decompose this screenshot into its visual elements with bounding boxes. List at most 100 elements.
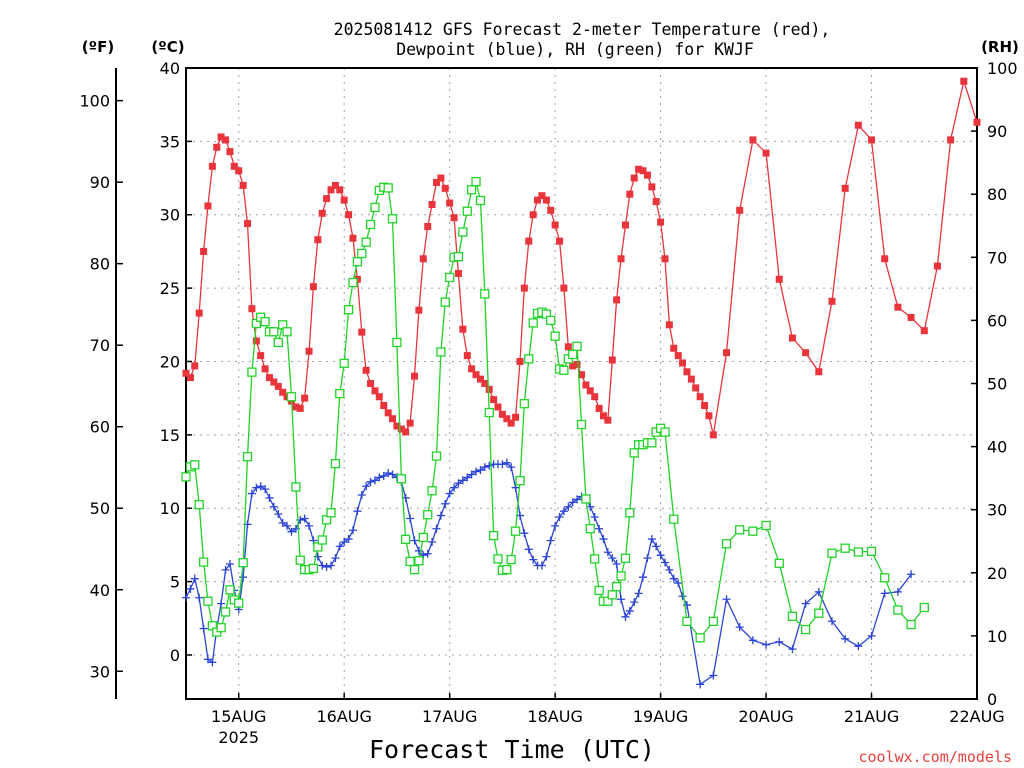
rh-tick-label: 30	[987, 501, 1007, 520]
temperature-point	[507, 419, 515, 427]
temperature-point	[191, 362, 199, 370]
dewpoint-point	[564, 502, 573, 511]
temperature-point	[573, 360, 581, 368]
dewpoint-point	[305, 521, 314, 530]
rh-point	[282, 327, 292, 337]
rh-point	[343, 305, 354, 315]
rh-point	[462, 206, 472, 216]
dewpoint-point	[300, 514, 309, 523]
celsius-tick-label: 35	[160, 132, 180, 151]
rh-point	[225, 585, 235, 595]
rh-point	[866, 546, 877, 556]
rh-point	[242, 452, 253, 462]
temperature-point	[415, 306, 423, 314]
dewpoint-point	[256, 482, 265, 491]
temperature-series	[182, 77, 981, 439]
temperature-point	[643, 171, 651, 179]
temperature-point	[261, 365, 269, 373]
rh-point	[708, 616, 718, 627]
rh-point	[431, 451, 442, 461]
rh-point	[546, 315, 556, 326]
rh-point	[787, 611, 798, 621]
rh-point	[234, 598, 244, 608]
dewpoint-point	[542, 552, 551, 561]
temperature-point	[331, 181, 339, 189]
temperature-point	[802, 349, 810, 357]
dewpoint-point	[432, 524, 441, 533]
dewpoint-point	[199, 624, 208, 633]
dewpoint-point	[621, 612, 630, 621]
dewpoint-point	[225, 559, 234, 568]
dewpoint-point	[357, 491, 366, 500]
temperature-point	[213, 143, 221, 151]
temperature-point	[613, 296, 621, 304]
x-tick-label: 22AUG	[949, 707, 1004, 726]
temperature-point	[648, 183, 656, 191]
dewpoint-point	[555, 513, 564, 522]
rh-point	[181, 472, 191, 482]
temperature-point	[933, 262, 941, 270]
temperature-point	[547, 206, 555, 214]
dewpoint-point	[612, 559, 621, 568]
dewpoint-point	[880, 589, 889, 598]
dewpoint-point	[520, 529, 529, 538]
temperature-point	[775, 275, 783, 283]
rh-point	[629, 448, 639, 458]
fahrenheit-tick-label: 40	[90, 581, 110, 600]
dewpoint-point	[239, 573, 248, 582]
temperature-point	[230, 162, 238, 170]
temperature-point	[389, 415, 397, 423]
temperature-point	[665, 321, 673, 329]
dewpoint-point	[599, 535, 608, 544]
rh-point	[458, 227, 468, 237]
x-tick-sublabel: 2025	[218, 728, 259, 747]
dewpoint-point	[524, 545, 533, 554]
temperature-point	[604, 416, 612, 424]
dewpoint-point	[652, 542, 661, 551]
temperature-point	[494, 403, 502, 411]
rh-point	[611, 582, 622, 592]
rh-point	[735, 525, 745, 535]
temperature-point	[525, 237, 533, 245]
rh-point	[414, 556, 424, 566]
rh-tick-label: 80	[987, 185, 1007, 204]
dewpoint-point	[463, 473, 472, 482]
rh-point	[365, 219, 376, 230]
dewpoint-point	[472, 467, 481, 476]
dewpoint-point	[502, 458, 511, 467]
plot-axes: 0510152025303540010203040506070809010030…	[79, 59, 1017, 747]
rh-point	[370, 202, 380, 213]
dewpoint-point	[485, 461, 494, 470]
rh-point	[524, 354, 534, 364]
temperature-point	[336, 186, 344, 194]
rh-point	[519, 399, 529, 409]
temperature-point	[226, 148, 234, 156]
temperature-point	[446, 199, 454, 207]
rh-point	[190, 460, 200, 470]
plot-series	[181, 77, 981, 689]
temperature-point	[454, 269, 462, 277]
rh-point	[827, 548, 837, 558]
rh-tick-label: 40	[987, 438, 1007, 457]
dewpoint-series	[182, 458, 916, 689]
temperature-point	[424, 222, 432, 230]
temperature-point	[472, 371, 480, 379]
dewpoint-point	[595, 524, 604, 533]
dewpoint-point	[388, 470, 397, 479]
dewpoint-point	[318, 561, 327, 570]
temperature-line	[185, 78, 978, 436]
dewpoint-point	[674, 579, 683, 588]
temperature-point	[362, 366, 370, 374]
celsius-tick-label: 25	[160, 279, 180, 298]
temperature-point	[661, 255, 669, 263]
rh-tick-label: 70	[987, 248, 1007, 267]
dewpoint-point	[867, 631, 876, 640]
dewpoint-point	[529, 555, 538, 564]
dewpoint-point	[762, 640, 771, 649]
rh-point	[761, 520, 771, 531]
dewpoint-point	[379, 471, 388, 480]
temperature-point	[397, 425, 405, 433]
rh-tick-label: 50	[987, 375, 1007, 394]
temperature-point	[305, 347, 313, 355]
dewpoint-point	[841, 634, 850, 643]
